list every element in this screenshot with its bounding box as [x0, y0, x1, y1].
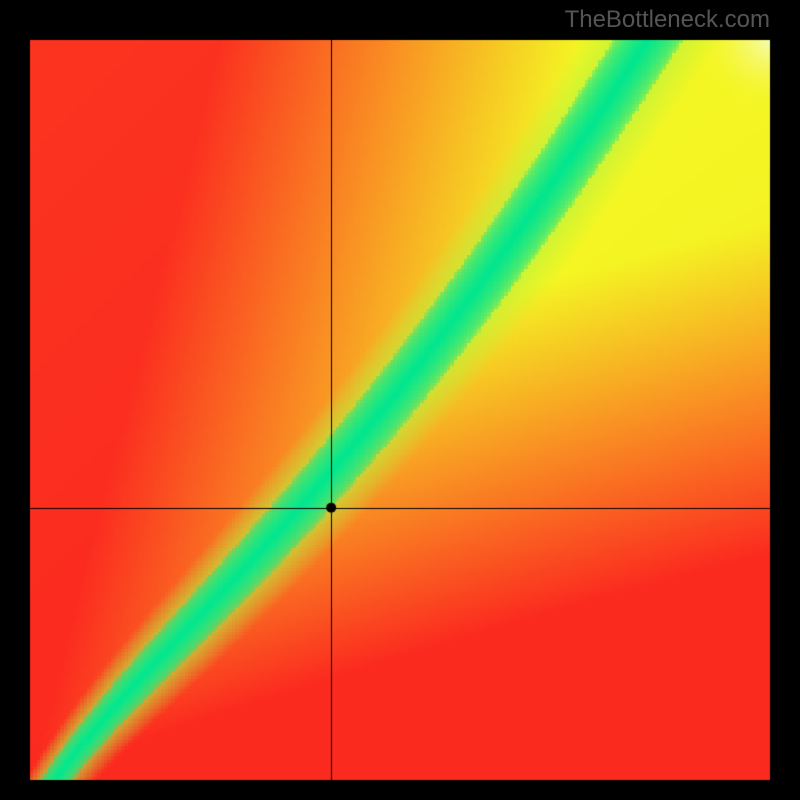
bottleneck-heatmap	[0, 0, 800, 800]
watermark-text: TheBottleneck.com	[565, 6, 770, 34]
